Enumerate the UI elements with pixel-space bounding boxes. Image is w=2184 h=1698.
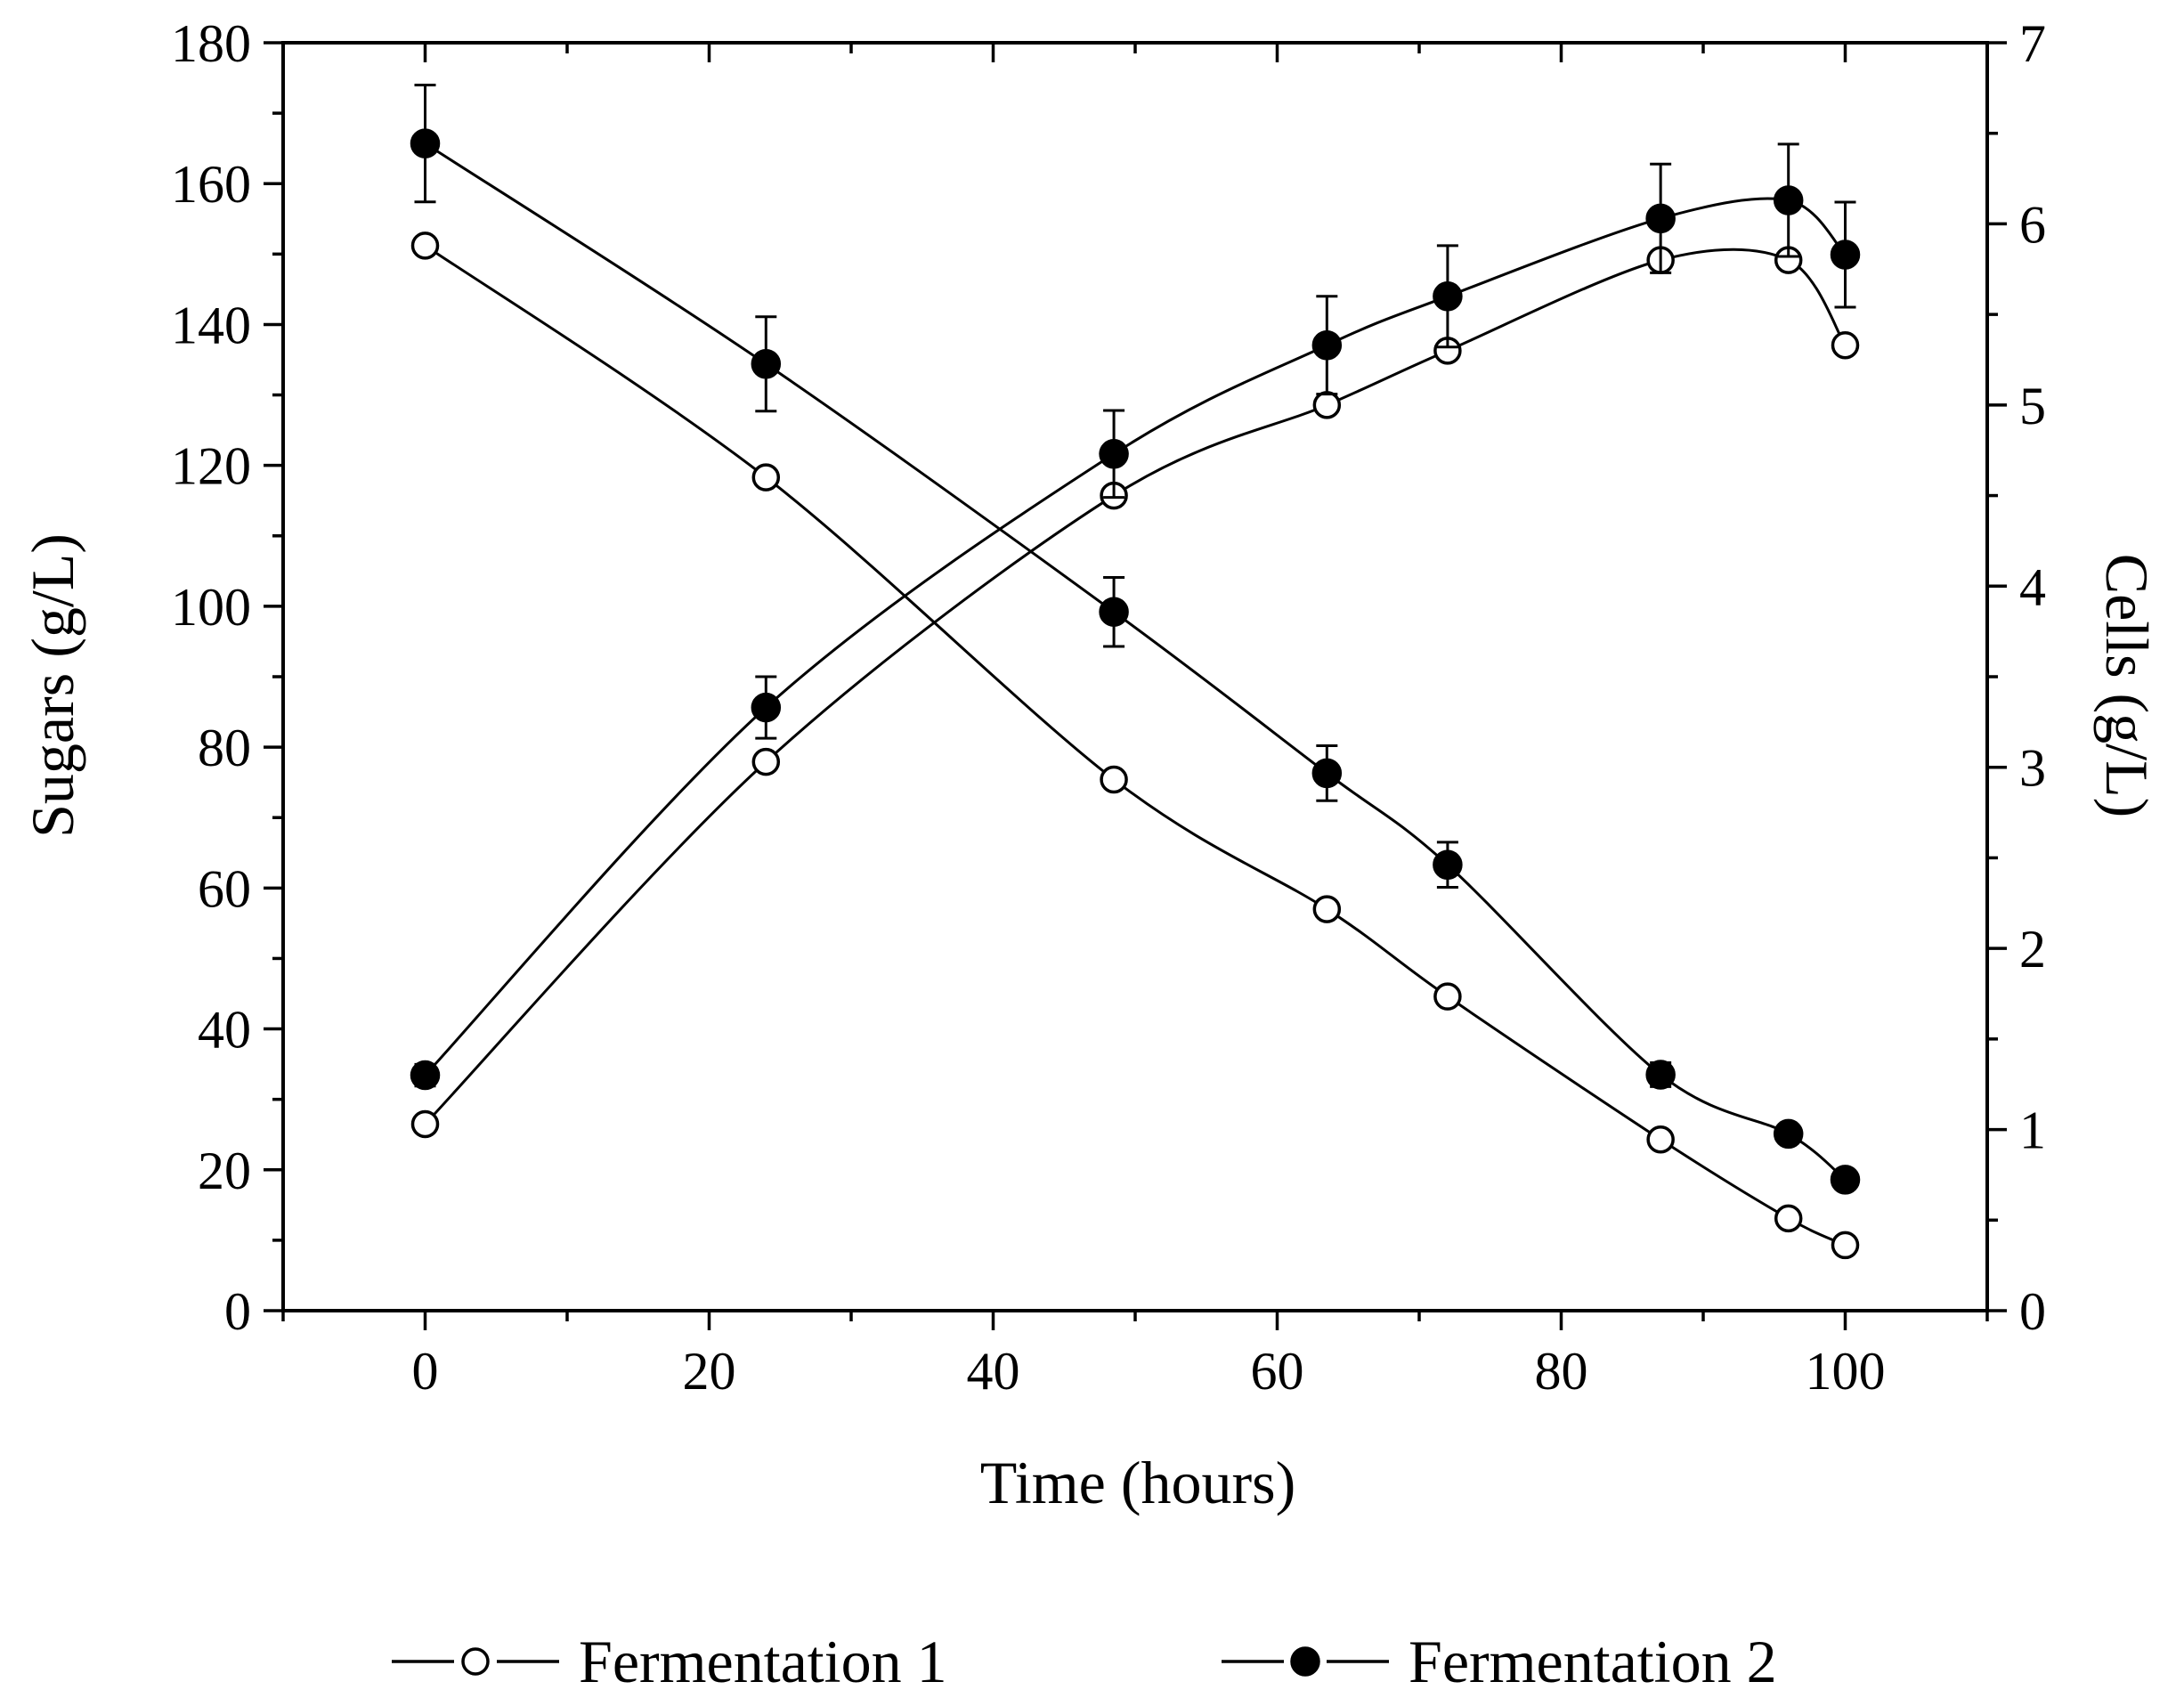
- ticks-layer: 0 20 40 60 80 100 0 20 40 60 80 100 120 140 160 180 0 1 2 3…: [171, 14, 2046, 1401]
- series-layer: [410, 83, 1861, 1260]
- y-left-tick-label: 20: [198, 1141, 251, 1200]
- axes-layer: [281, 41, 1989, 1312]
- sugars-fermentation-1-point: [1100, 765, 1128, 794]
- sugars-fermentation-2-point: [1645, 1060, 1676, 1090]
- plot-frame: [281, 41, 1989, 1312]
- sugars-fermentation-1-series: [410, 232, 1860, 1260]
- y-right-tick-label: 7: [2019, 14, 2046, 73]
- y-left-tick-label: 120: [171, 437, 251, 496]
- legend-1-label: Fermentation 1: [579, 1628, 947, 1695]
- cells-fermentation-1-line: [424, 248, 1847, 1125]
- legend-2-marker: [1290, 1646, 1320, 1677]
- y-left-tick-label: 160: [171, 155, 251, 214]
- sugars-fermentation-1-point: [1831, 1231, 1860, 1260]
- x-tick-label: 40: [967, 1342, 1020, 1401]
- sugars-fermentation-2-line: [424, 142, 1847, 1182]
- y-left-tick-label: 60: [198, 859, 251, 918]
- y-left-tick-label: 0: [224, 1282, 251, 1341]
- sugars-fermentation-1-point: [1646, 1125, 1675, 1154]
- y-left-tick-label: 140: [171, 296, 251, 354]
- y-right-tick-label: 0: [2019, 1282, 2046, 1341]
- sugars-fermentation-1-point: [1433, 982, 1462, 1011]
- cells-fermentation-1-point: [1312, 391, 1342, 419]
- x-tick-label: 0: [412, 1342, 439, 1401]
- y-right-tick-label: 2: [2019, 920, 2046, 979]
- sugars-fermentation-2-point: [751, 348, 782, 379]
- x-tick-label: 100: [1806, 1342, 1886, 1401]
- sugars-fermentation-2-point: [1433, 849, 1463, 880]
- sugars-fermentation-1-line: [424, 244, 1847, 1247]
- y-right-tick-label: 3: [2019, 739, 2046, 798]
- cells-fermentation-2-point: [410, 1060, 441, 1091]
- x-axis-title: Time (hours): [980, 1449, 1296, 1516]
- y-right-tick-label: 5: [2019, 377, 2046, 435]
- cells-fermentation-1-point: [1831, 330, 1860, 360]
- y-left-tick-label: 80: [198, 719, 251, 777]
- sugars-fermentation-1-point: [751, 463, 781, 492]
- legend-2-label: Fermentation 2: [1409, 1628, 1777, 1695]
- y-left-tick-label: 100: [171, 578, 251, 637]
- sugars-fermentation-2-series: [410, 83, 1861, 1195]
- y-axis-right-title: Cells (g/L): [2093, 554, 2161, 818]
- cells-fermentation-2-point: [1830, 240, 1861, 270]
- cells-fermentation-2-line: [424, 197, 1847, 1076]
- y-right-tick-label: 1: [2019, 1101, 2046, 1160]
- sugars-fermentation-1-point: [410, 232, 440, 260]
- cells-fermentation-2-point: [1099, 439, 1129, 469]
- cells-fermentation-1-point: [410, 1109, 440, 1139]
- y-right-tick-label: 4: [2019, 557, 2046, 616]
- cells-fermentation-2-point: [1645, 203, 1676, 234]
- cells-fermentation-2-point: [751, 692, 782, 723]
- legend-1-marker: [461, 1647, 490, 1676]
- cells-fermentation-1-series: [410, 246, 1860, 1139]
- cells-fermentation-2-point: [1433, 281, 1463, 312]
- sugars-fermentation-2-point: [1773, 1118, 1804, 1150]
- cells-fermentation-2-point: [1311, 329, 1343, 361]
- sugars-fermentation-2-point: [1099, 597, 1129, 627]
- sugars-fermentation-1-point: [1312, 895, 1342, 923]
- x-tick-label: 80: [1535, 1342, 1588, 1401]
- legend: Fermentation 1 Fermentation 2: [392, 1628, 1777, 1695]
- y-right-tick-label: 6: [2019, 195, 2046, 254]
- y-left-tick-label: 40: [198, 1001, 251, 1060]
- sugars-fermentation-2-point: [410, 128, 441, 158]
- sugars-fermentation-1-point: [1774, 1204, 1803, 1233]
- y-axis-left-title: Sugars (g/L): [19, 533, 86, 838]
- cells-fermentation-2-point: [1773, 185, 1804, 215]
- sugars-fermentation-2-point: [1830, 1165, 1861, 1195]
- cells-fermentation-2-series: [410, 142, 1861, 1091]
- x-tick-label: 60: [1251, 1342, 1304, 1401]
- cells-fermentation-1-point: [751, 747, 781, 776]
- x-tick-label: 20: [683, 1342, 736, 1401]
- sugars-fermentation-2-point: [1311, 758, 1343, 789]
- y-left-tick-label: 180: [171, 14, 251, 73]
